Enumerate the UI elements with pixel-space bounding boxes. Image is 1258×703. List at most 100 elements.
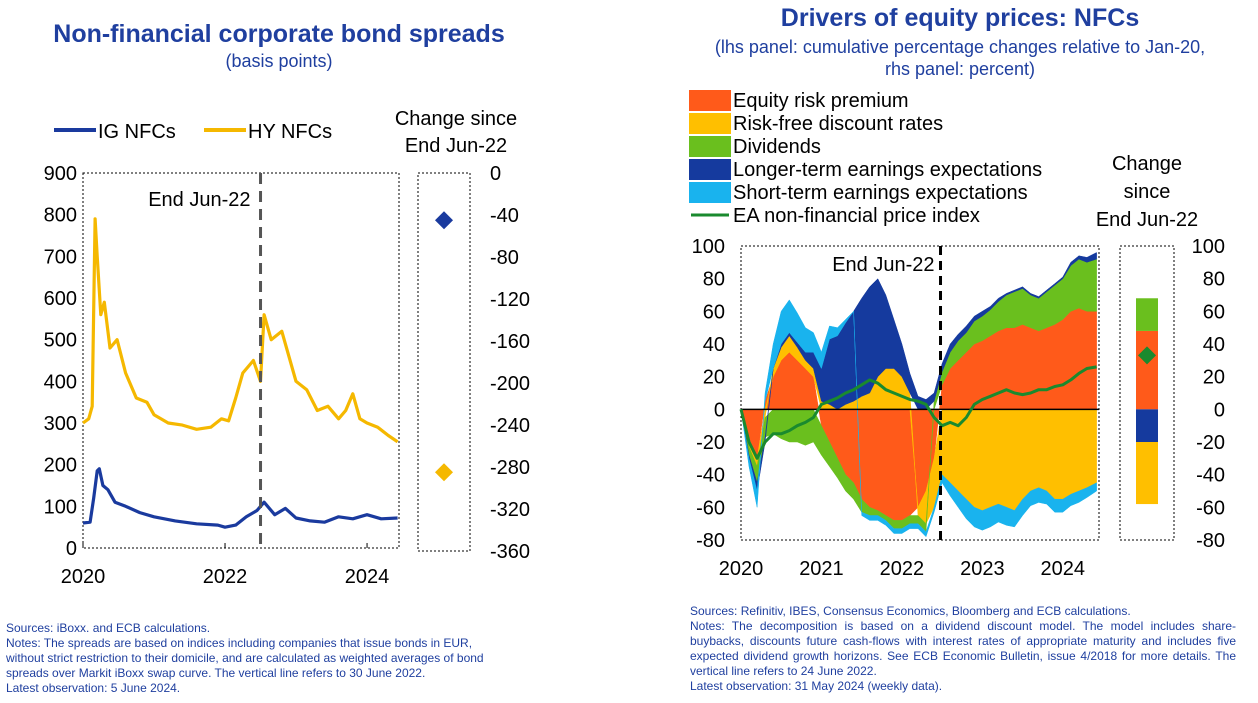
left-chart-title: Non-financial corporate bond spreads — [53, 20, 505, 48]
change-since-label: Change since — [395, 108, 517, 130]
change-since-label: Change — [1112, 153, 1182, 175]
change-axis-tick-label: -240 — [490, 415, 530, 437]
right-chart-subtitle-2: rhs panel: percent) — [884, 59, 1036, 79]
y-tick-label: 40 — [703, 334, 725, 356]
left-note-line: spreads over Markit iBoxx swap curve. Th… — [6, 666, 426, 680]
change-axis-tick-label: 0 — [490, 163, 501, 185]
y-tick-label: 0 — [714, 399, 725, 421]
legend-label: EA non-financial price index — [733, 205, 980, 227]
right-chart-svg: 100 80 60 40 20 0 -20 -40 -60 -80 2020 2021 2022 2023… — [689, 90, 1225, 580]
x-tick-label: 2022 — [880, 558, 925, 580]
y-tick-label: 20 — [703, 367, 725, 389]
plot-frame — [82, 172, 400, 549]
change-axis-tick-label: -80 — [490, 247, 519, 269]
legend-label: Risk-free discount rates — [733, 113, 943, 135]
change-axis-tick-label: 60 — [1203, 301, 1225, 323]
change-axis-tick-label: -320 — [490, 499, 530, 521]
series-line-hy-nfcs — [82, 217, 399, 444]
change-marker-hy-nfcs — [435, 463, 453, 482]
x-tick-label: 2021 — [799, 558, 844, 580]
change-axis-tick-label: -160 — [490, 331, 530, 353]
area-short-term-earnings-expectations — [740, 299, 1097, 538]
change-axis-tick-label: -80 — [1196, 530, 1225, 552]
left-chart-svg: 0 100 200 300 400 500 600 700 800 900 2020 2022 2024… — [44, 108, 530, 588]
left-note-line: Latest observation: 5 June 2024. — [6, 681, 181, 695]
y-tick-label: 600 — [44, 288, 77, 310]
left-notes: Sources: iBoxx. and ECB calculations. No… — [6, 621, 606, 696]
legend-label: Dividends — [733, 136, 821, 158]
change-axis-tick-label: -40 — [490, 205, 519, 227]
x-tick-label: 2020 — [61, 566, 106, 588]
left-note-line: Notes: The spreads are based on indices … — [6, 636, 473, 650]
change-bar-risk-free-discount-rates — [1136, 442, 1158, 505]
legend-swatch — [689, 182, 731, 203]
change-axis-tick-label: -60 — [1196, 497, 1225, 519]
change-axis-tick-label: -40 — [1196, 465, 1225, 487]
change-since-label: since — [1124, 181, 1171, 203]
change-bar-equity-risk-premium — [1136, 330, 1158, 410]
x-tick-label: 2022 — [203, 566, 248, 588]
y-tick-label: 200 — [44, 455, 77, 477]
left-note-line: without strict restriction to their domi… — [6, 651, 484, 665]
y-tick-label: 80 — [703, 269, 725, 291]
y-tick-label: -40 — [696, 465, 725, 487]
right-chart-panel: Drivers of equity prices: NFCs (lhs pane… — [629, 0, 1258, 703]
y-tick-label: 100 — [44, 496, 77, 518]
y-tick-label: 60 — [703, 301, 725, 323]
y-tick-label: 500 — [44, 330, 77, 352]
y-tick-label: 400 — [44, 371, 77, 393]
change-since-frame — [417, 172, 471, 552]
change-axis-tick-label: 100 — [1192, 236, 1225, 258]
left-chart-subtitle: (basis points) — [225, 51, 333, 71]
legend-label: Longer-term earnings expectations — [733, 159, 1042, 181]
legend-swatch — [689, 113, 731, 134]
change-since-frame — [1119, 245, 1175, 541]
legend-label: Short-term earnings expectations — [733, 182, 1028, 204]
x-tick-label: 2024 — [1041, 558, 1086, 580]
y-tick-label: 900 — [44, 163, 77, 185]
legend-label: Equity risk premium — [733, 90, 909, 112]
change-bar-dividends — [1136, 298, 1158, 331]
change-axis-tick-label: 40 — [1203, 334, 1225, 356]
change-since-label: End Jun-22 — [405, 135, 507, 157]
y-tick-label: -60 — [696, 497, 725, 519]
y-tick-label: 100 — [692, 236, 725, 258]
legend-swatch — [689, 90, 731, 111]
series-line-ig-nfcs — [82, 467, 398, 529]
change-since-label: End Jun-22 — [1096, 209, 1198, 231]
x-tick-label: 2023 — [960, 558, 1005, 580]
y-tick-label: 700 — [44, 246, 77, 268]
legend-label: HY NFCs — [248, 121, 332, 143]
x-tick-label: 2020 — [719, 558, 764, 580]
legend-swatch — [689, 136, 731, 157]
x-tick-label: 2024 — [345, 566, 390, 588]
right-note-line: Notes: The decomposition is based on a d… — [690, 619, 1236, 678]
left-chart-panel: Non-financial corporate bond spreads (ba… — [6, 20, 606, 696]
area-longer-term-earnings-expectations — [740, 252, 1097, 492]
right-chart-title: Drivers of equity prices: NFCs — [780, 4, 1140, 32]
vertical-line-label: End Jun-22 — [832, 254, 934, 276]
change-bar-longer-term-earnings-expectations — [1136, 409, 1158, 442]
change-marker-ig-nfcs — [435, 211, 453, 230]
y-tick-label: -80 — [696, 530, 725, 552]
legend-swatch — [689, 159, 731, 180]
right-note-line: Sources: Refinitiv, IBES, Consensus Econ… — [690, 604, 1131, 618]
change-marker-ea-non-financial-price-index — [1138, 346, 1156, 365]
y-tick-label: 300 — [44, 413, 77, 435]
right-notes: Sources: Refinitiv, IBES, Consensus Econ… — [690, 604, 1236, 694]
change-axis-tick-label: 20 — [1203, 367, 1225, 389]
change-axis-tick-label: -120 — [490, 289, 530, 311]
y-tick-label: -20 — [696, 432, 725, 454]
change-axis-tick-label: -360 — [490, 541, 530, 563]
right-chart-subtitle-1: (lhs panel: cumulative percentage change… — [714, 37, 1206, 57]
series-line-ea-non-financial-price-index — [739, 365, 1097, 460]
change-axis-tick-label: -280 — [490, 457, 530, 479]
change-axis-tick-label: 80 — [1203, 269, 1225, 291]
left-note-line: Sources: iBoxx. and ECB calculations. — [6, 621, 211, 635]
plot-frame — [740, 245, 1100, 541]
legend-label: IG NFCs — [98, 121, 176, 143]
change-axis-tick-label: -20 — [1196, 432, 1225, 454]
right-note-line: Latest observation: 31 May 2024 (weekly … — [690, 679, 943, 693]
area-dividends — [740, 258, 1097, 533]
y-tick-label: 0 — [66, 538, 77, 560]
